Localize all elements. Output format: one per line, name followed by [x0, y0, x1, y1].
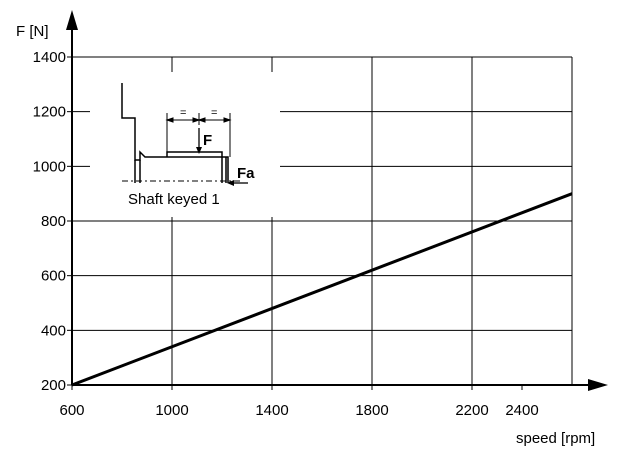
radial-force-arrow — [196, 128, 202, 154]
tick-labels: 200 400 600 800 1000 1200 1400 600 1000 1400 1800 2… — [33, 49, 539, 419]
axial-force-arrow — [227, 180, 248, 186]
x-tick-label: 1000 — [155, 402, 188, 419]
y-axis-label: F [N] — [16, 23, 49, 40]
axial-force-label: Fa — [237, 165, 255, 182]
shaft-outline — [121, 83, 229, 183]
x-axis-label: speed [rpm] — [516, 430, 595, 447]
shaft-inset-diagram: = = F Fa Shaft keyed 1 — [90, 72, 280, 217]
y-tick-label: 1000 — [33, 158, 66, 175]
y-tick-label: 1400 — [33, 49, 66, 66]
dimension-mark-right: = — [211, 107, 217, 119]
y-tick-label: 1200 — [33, 104, 66, 121]
x-tick-label: 1800 — [355, 402, 388, 419]
x-tick-label: 2400 — [505, 402, 538, 419]
x-tick-label: 1400 — [255, 402, 288, 419]
dimension-mark-left: = — [180, 107, 186, 119]
y-tick-label: 800 — [41, 213, 66, 230]
x-tick-label: 2200 — [455, 402, 488, 419]
y-tick-label: 600 — [41, 268, 66, 285]
series-line — [71, 192, 573, 387]
dimension-lines — [165, 113, 232, 157]
y-axis-arrow — [66, 10, 78, 30]
y-tick-label: 400 — [41, 322, 66, 339]
force-label: F — [203, 132, 212, 149]
x-axis-arrow — [588, 379, 608, 391]
inset-caption: Shaft keyed 1 — [128, 191, 220, 208]
axes — [66, 10, 608, 391]
x-tick-label: 600 — [59, 402, 84, 419]
series-layer — [71, 192, 573, 387]
y-tick-label: 200 — [41, 377, 66, 394]
